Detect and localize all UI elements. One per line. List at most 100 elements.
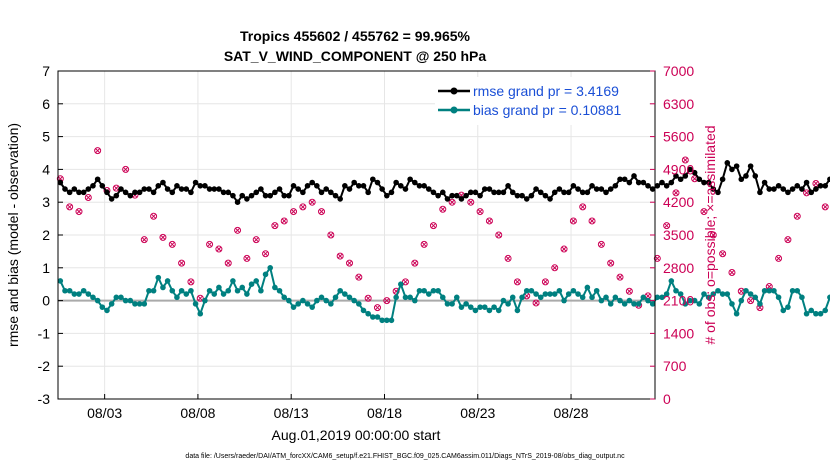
obs-possible-marker — [467, 198, 475, 206]
obs-assimilated-marker — [552, 265, 558, 271]
rmse-point — [150, 189, 157, 196]
rmse-point — [57, 179, 64, 186]
bias-point — [66, 287, 73, 294]
obs-assimilated-marker — [234, 227, 241, 233]
rmse-point — [598, 186, 605, 192]
rmse-point — [253, 189, 260, 196]
legend-rmse-marker — [450, 87, 458, 95]
bias-point — [57, 278, 64, 284]
obs-assimilated-marker — [384, 297, 390, 304]
obs-possible-marker — [150, 212, 158, 220]
bias-point — [747, 291, 754, 297]
right-tick-label: 2100 — [663, 293, 694, 309]
rmse-point — [127, 192, 134, 199]
bias-point — [505, 301, 511, 307]
bias-point — [136, 301, 143, 307]
rmse-point — [817, 183, 824, 189]
obs-possible-marker — [84, 194, 92, 202]
bias-point — [775, 294, 782, 301]
obs-possible-marker — [364, 294, 372, 302]
obs-assimilated-marker — [505, 255, 511, 262]
rmse-point — [164, 186, 171, 192]
rmse-point — [272, 189, 278, 196]
bias-point — [710, 291, 717, 297]
bias-point — [244, 291, 250, 297]
rmse-point — [337, 196, 343, 202]
rmse-point — [174, 183, 180, 189]
bias-point — [817, 310, 824, 317]
obs-possible-marker — [411, 259, 419, 267]
obs-possible-marker — [485, 217, 493, 225]
obs-possible-marker — [429, 222, 437, 230]
obs-possible-marker — [308, 198, 316, 206]
bias-point — [593, 287, 600, 294]
obs-assimilated-marker — [664, 222, 670, 229]
rmse-point — [635, 179, 642, 186]
bias-point — [160, 284, 166, 291]
bias-point — [458, 304, 465, 310]
rmse-point — [407, 176, 413, 183]
rmse-point — [500, 189, 507, 196]
bias-point — [453, 294, 460, 301]
rmse-point — [691, 169, 698, 176]
obs-assimilated-marker — [328, 232, 334, 238]
obs-assimilated-marker — [645, 293, 651, 299]
rmse-point — [491, 189, 497, 196]
obs-possible-marker — [793, 212, 801, 220]
right-tick-label: 1400 — [663, 325, 694, 341]
rmse-point — [439, 189, 446, 196]
rmse-point — [668, 179, 675, 186]
obs-assimilated-marker — [626, 288, 633, 294]
obs-possible-marker — [513, 278, 521, 286]
bias-point — [379, 317, 385, 324]
rmse-point — [813, 186, 819, 192]
obs-assimilated-marker — [598, 241, 605, 248]
obs-assimilated-marker — [272, 222, 278, 229]
bias-point — [729, 301, 735, 307]
bias-point — [533, 291, 539, 297]
x-axis-label: Aug.01,2019 00:00:00 start — [272, 427, 441, 443]
left-tick-label: 0 — [42, 293, 50, 309]
rmse-point — [733, 163, 740, 169]
bias-point — [295, 301, 301, 307]
obs-assimilated-marker — [570, 218, 577, 224]
bias-point — [537, 294, 544, 301]
obs-assimilated-marker — [169, 241, 175, 248]
rmse-point — [262, 192, 269, 199]
bias-point — [356, 301, 362, 307]
rmse-point — [519, 192, 525, 199]
rmse-point — [211, 186, 218, 192]
obs-possible-marker — [700, 208, 708, 216]
chart-title-line1: Tropics 455602 / 455762 = 99.965% — [240, 28, 471, 44]
bias-point — [477, 304, 483, 310]
bias-point — [757, 301, 763, 307]
obs-assimilated-marker — [178, 260, 185, 266]
obs-assimilated-marker — [580, 204, 586, 210]
bias-point — [272, 284, 278, 291]
rmse-point — [183, 186, 190, 192]
right-tick-label: 4900 — [663, 161, 694, 177]
bias-point — [701, 291, 707, 297]
obs-assimilated-marker — [337, 253, 343, 259]
obs-assimilated-marker — [486, 218, 493, 224]
bias-point — [267, 265, 274, 271]
bias-point — [90, 294, 96, 301]
bias-point — [351, 297, 357, 304]
bias-point — [528, 287, 535, 294]
bias-point — [127, 297, 134, 304]
bias-point — [104, 307, 110, 314]
rmse-point — [276, 186, 283, 192]
rmse-point — [146, 186, 152, 192]
bias-point — [113, 294, 120, 301]
obs-possible-marker — [215, 245, 223, 253]
rmse-point — [342, 183, 348, 189]
bias-point — [771, 287, 777, 294]
bias-point — [118, 294, 124, 301]
rmse-point — [542, 192, 549, 199]
rmse-point — [104, 189, 110, 196]
rmse-point — [626, 179, 633, 186]
rmse-point — [412, 179, 418, 186]
left-tick-label: 5 — [42, 129, 50, 145]
rmse-point — [365, 189, 371, 196]
obs-possible-marker — [616, 273, 624, 281]
